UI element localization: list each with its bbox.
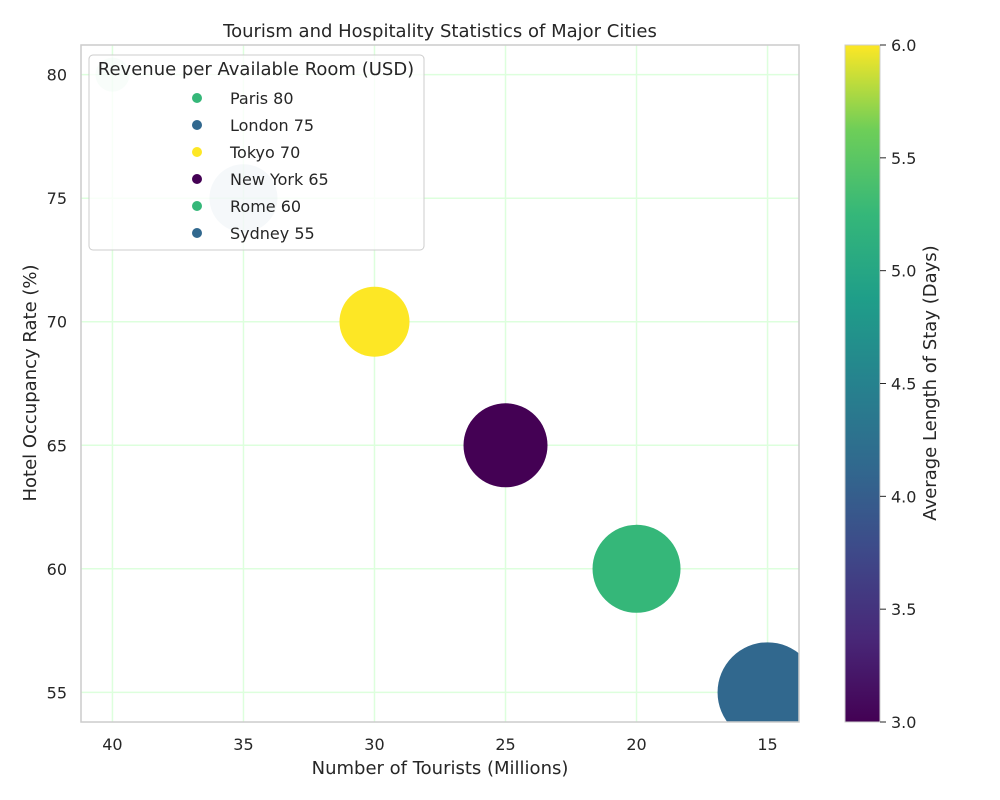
legend: Revenue per Available Room (USD) Paris 8… — [88, 54, 425, 251]
plot-frame — [80, 44, 800, 723]
colorbar-tick-label: 3.0 — [891, 713, 916, 732]
bubble-sydney — [717, 642, 799, 722]
colorbar-tick-label: 5.5 — [891, 149, 916, 168]
x-tick-label: 25 — [495, 735, 515, 754]
legend-label: Rome 60 — [230, 197, 301, 216]
legend-marker — [192, 201, 202, 211]
y-tick-label: 80 — [47, 66, 67, 85]
y-tick-labels: 55 60 65 70 75 80 — [47, 66, 67, 703]
x-tick-label: 40 — [102, 735, 122, 754]
legend-label: New York 65 — [230, 170, 329, 189]
y-tick-label: 60 — [47, 560, 67, 579]
colorbar-tick-labels: 3.0 3.5 4.0 4.5 5.0 5.5 6.0 — [880, 36, 916, 732]
y-tick-label: 70 — [47, 313, 67, 332]
legend-box — [88, 54, 425, 251]
y-axis-title: Hotel Occupancy Rate (%) — [20, 264, 41, 501]
x-axis-title: Number of Tourists (Millions) — [312, 758, 569, 779]
legend-label: London 75 — [230, 116, 314, 135]
chart-title: Tourism and Hospitality Statistics of Ma… — [222, 21, 657, 42]
legend-marker — [192, 174, 202, 184]
colorbar-label: Average Length of Stay (Days) — [920, 245, 941, 520]
legend-marker — [192, 93, 202, 103]
bubble-new-york — [463, 403, 548, 488]
y-tick-label: 55 — [47, 683, 67, 702]
x-tick-label: 20 — [626, 735, 646, 754]
colorbar-tick-label: 6.0 — [891, 36, 916, 55]
y-tick-label: 75 — [47, 189, 67, 208]
legend-marker — [192, 147, 202, 157]
x-tick-label: 35 — [233, 735, 253, 754]
colorbar-gradient — [845, 45, 880, 722]
x-tick-label: 30 — [364, 735, 384, 754]
colorbar-tick-label: 4.5 — [891, 375, 916, 394]
y-tick-label: 65 — [47, 436, 67, 455]
legend-label: Tokyo 70 — [229, 143, 300, 162]
x-tick-labels: 40 35 30 25 20 15 — [102, 735, 777, 754]
bubble-rome — [592, 524, 681, 613]
colorbar-tick-label: 5.0 — [891, 262, 916, 281]
legend-marker — [192, 228, 202, 238]
colorbar-tick-label: 3.5 — [891, 600, 916, 619]
legend-label: Paris 80 — [230, 89, 294, 108]
bubble-tokyo — [339, 286, 410, 357]
colorbar-tick-label: 4.0 — [891, 487, 916, 506]
x-tick-label: 15 — [757, 735, 777, 754]
legend-title: Revenue per Available Room (USD) — [98, 59, 414, 80]
colorbar: 3.0 3.5 4.0 4.5 5.0 5.5 6.0 Average Length of … — [844, 36, 941, 732]
legend-items: Paris 80 London 75 Tokyo 70 New York 65 Rome… — [192, 89, 329, 243]
legend-label: Sydney 55 — [230, 224, 315, 243]
legend-marker — [192, 120, 202, 130]
